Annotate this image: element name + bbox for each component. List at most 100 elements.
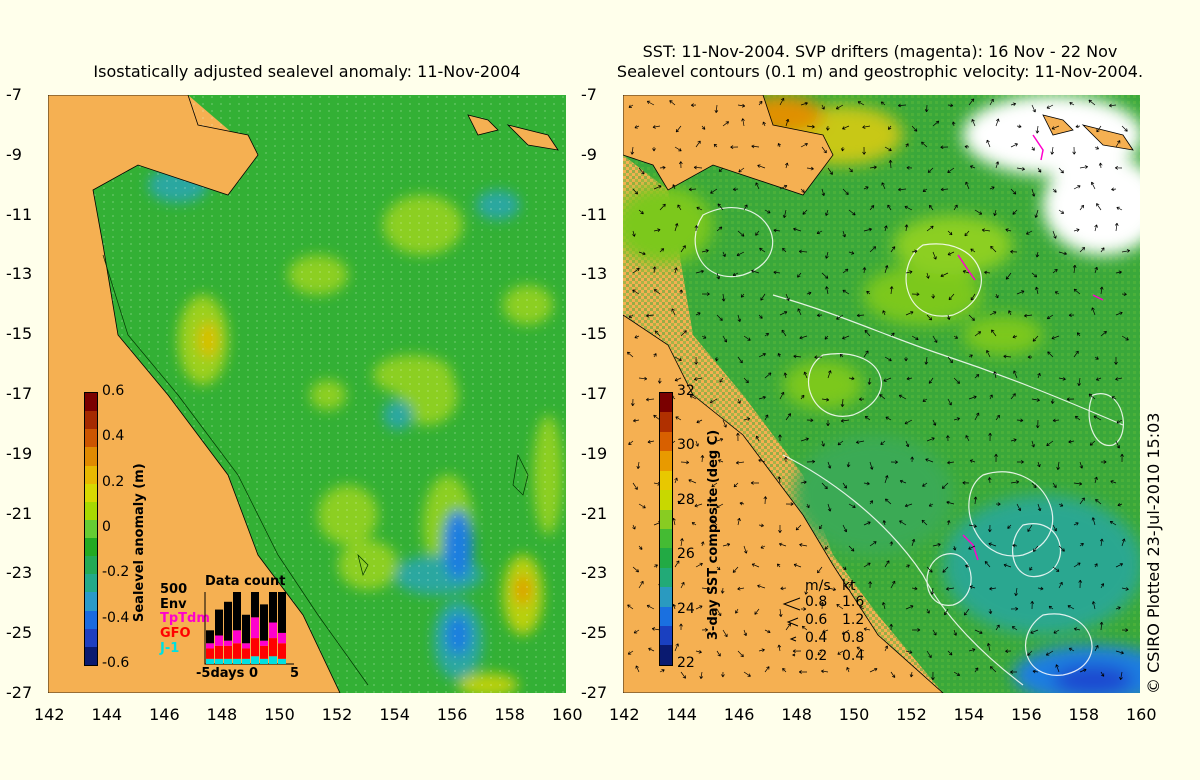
velocity-arrow bbox=[859, 606, 865, 610]
velocity-arrow bbox=[848, 251, 855, 255]
data-count-bar-tptdm bbox=[269, 622, 277, 639]
velocity-arrow bbox=[827, 461, 832, 469]
velocity-arrow bbox=[672, 184, 676, 190]
velocity-arrow bbox=[821, 188, 826, 196]
velocity-arrow bbox=[785, 118, 790, 127]
velocity-arrow bbox=[714, 356, 719, 362]
velocity-arrow bbox=[1109, 520, 1117, 526]
velocity-arrow bbox=[965, 181, 970, 190]
velocity-arrow bbox=[906, 165, 913, 170]
velocity-arrow bbox=[973, 496, 978, 505]
colorbar-segment bbox=[660, 490, 672, 510]
velocity-arrow bbox=[802, 209, 808, 215]
velocity-arrow bbox=[879, 394, 886, 400]
velocity-arrow bbox=[928, 377, 934, 384]
velocity-arrow bbox=[1048, 605, 1054, 610]
x-tick-label: 154 bbox=[379, 705, 410, 724]
velocity-arrow bbox=[804, 587, 808, 595]
velocity-arrow bbox=[962, 481, 970, 485]
velocity-arrow bbox=[842, 125, 850, 130]
velocity-arrow bbox=[897, 103, 907, 108]
vel-legend-header-kt: kt bbox=[842, 578, 856, 594]
velocity-arrow bbox=[946, 435, 950, 442]
velocity-arrow bbox=[653, 414, 661, 421]
velocity-arrow bbox=[1005, 272, 1012, 280]
velocity-arrow bbox=[1069, 102, 1075, 106]
velocity-arrow bbox=[648, 647, 655, 652]
velocity-arrow bbox=[693, 165, 703, 170]
data-count-bar-j-1 bbox=[251, 656, 259, 664]
velocity-arrow bbox=[758, 395, 766, 400]
velocity-arrow bbox=[1115, 311, 1123, 316]
velocity-arrow bbox=[927, 167, 934, 173]
velocity-arrow bbox=[737, 103, 746, 108]
velocity-arrow bbox=[989, 98, 994, 106]
velocity-arrow bbox=[638, 167, 645, 175]
velocity-arrow bbox=[1034, 209, 1039, 218]
velocity-arrow bbox=[782, 209, 787, 219]
velocity-arrow bbox=[716, 226, 723, 232]
dc-xlabel-mid: 0 bbox=[249, 666, 259, 681]
velocity-arrow bbox=[764, 333, 769, 337]
velocity-arrow bbox=[1076, 332, 1081, 337]
velocity-arrow bbox=[924, 356, 929, 365]
velocity-arrow bbox=[694, 225, 699, 232]
velocity-arrow bbox=[822, 629, 829, 633]
velocity-arrow bbox=[634, 125, 640, 129]
velocity-arrow bbox=[1058, 209, 1065, 214]
velocity-arrow bbox=[785, 413, 792, 421]
velocity-arrow bbox=[710, 519, 718, 526]
velocity-arrow bbox=[1090, 181, 1096, 190]
velocity-arrow bbox=[743, 335, 751, 341]
velocity-arrow bbox=[882, 602, 886, 610]
velocity-arrow bbox=[904, 205, 913, 211]
velocity-arrow bbox=[880, 440, 886, 445]
velocity-arrow bbox=[1088, 393, 1096, 400]
velocity-arrow bbox=[858, 397, 865, 402]
velocity-arrow bbox=[1031, 272, 1038, 278]
velocity-arrow bbox=[869, 461, 874, 470]
velocity-arrow bbox=[1037, 586, 1044, 591]
velocity-arrow bbox=[946, 314, 951, 320]
velocity-arrow bbox=[947, 398, 952, 406]
y-tick-label: -17 bbox=[6, 384, 33, 403]
velocity-arrow bbox=[689, 395, 697, 400]
velocity-arrow bbox=[759, 247, 766, 253]
colorbar-tick-label: 0 bbox=[102, 519, 111, 535]
colorbar-segment bbox=[85, 574, 97, 593]
velocity-arrow bbox=[1016, 418, 1024, 423]
velocity-arrow bbox=[743, 629, 748, 637]
velocity-arrow bbox=[926, 566, 933, 573]
velocity-arrow bbox=[646, 313, 655, 318]
velocity-arrow bbox=[905, 650, 913, 654]
velocity-arrow bbox=[1050, 146, 1055, 155]
velocity-arrow bbox=[1058, 251, 1067, 256]
velocity-arrow bbox=[905, 440, 910, 448]
velocity-arrow bbox=[855, 440, 865, 444]
velocity-arrow bbox=[898, 187, 907, 192]
velocity-arrow bbox=[1027, 524, 1033, 532]
velocity-arrow bbox=[1010, 607, 1019, 611]
velocity-arrow bbox=[863, 227, 872, 232]
velocity-arrow bbox=[1073, 481, 1083, 486]
reef-outline bbox=[102, 254, 529, 686]
vel-legend-ms-1: 0.6 bbox=[805, 612, 828, 628]
velocity-arrow bbox=[1073, 627, 1081, 631]
velocity-arrow bbox=[1012, 334, 1018, 339]
velocity-arrow bbox=[968, 314, 975, 321]
velocity-arrow bbox=[1094, 224, 1098, 232]
velocity-arrow bbox=[1073, 288, 1081, 295]
velocity-arrow bbox=[716, 314, 723, 321]
velocity-arrow bbox=[806, 418, 814, 423]
colorbar-tick-label: 22 bbox=[677, 655, 695, 671]
velocity-arrow bbox=[776, 563, 781, 568]
velocity-arrow bbox=[654, 330, 661, 337]
velocity-arrow bbox=[1100, 583, 1105, 589]
velocity-arrow bbox=[652, 125, 661, 129]
velocity-arrow bbox=[737, 314, 742, 322]
velocity-arrow bbox=[695, 269, 704, 274]
velocity-arrow bbox=[653, 185, 662, 190]
velocity-arrow bbox=[869, 541, 877, 547]
velocity-arrow bbox=[797, 308, 802, 316]
velocity-arrow bbox=[880, 101, 886, 106]
